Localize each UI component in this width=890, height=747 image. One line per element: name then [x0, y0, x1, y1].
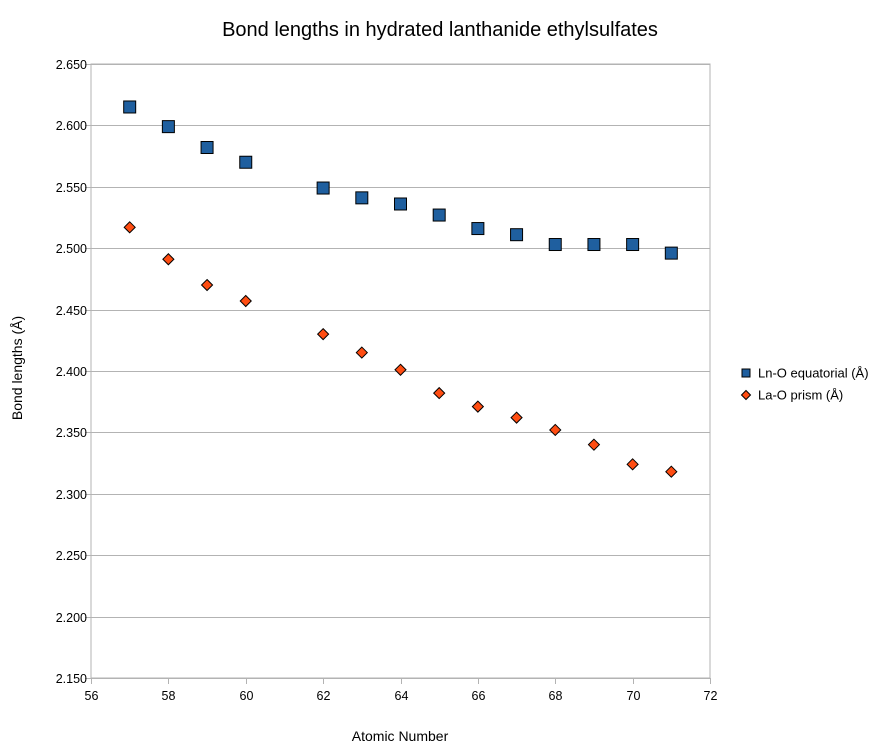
data-point [123, 221, 136, 234]
x-axis-title: Atomic Number [352, 728, 449, 742]
data-point [432, 386, 446, 400]
series-2 [123, 221, 678, 478]
y-tick-label: 2.250 [56, 549, 87, 563]
ticks-layer: 2.150 2.200 2.250 2.300 2.350 2.400 2.450 2.500… [56, 58, 718, 703]
data-point [161, 120, 175, 134]
data-point [123, 100, 137, 114]
x-tick-label: 66 [472, 689, 486, 703]
legend: Ln-O equatorial (Å) La-O prism (Å) [740, 366, 869, 403]
y-tick-label: 2.650 [56, 58, 87, 72]
series-1 [123, 100, 678, 260]
legend-marker [740, 389, 752, 401]
legend-label: Ln-O equatorial (Å) [758, 366, 869, 381]
data-point [316, 327, 330, 341]
y-tick-label: 2.450 [56, 304, 87, 318]
x-tick-label: 60 [240, 689, 254, 703]
data-point [549, 423, 562, 437]
y-tick-label: 2.500 [56, 242, 87, 256]
x-tick-label: 70 [627, 689, 641, 703]
data-point [200, 278, 214, 292]
data-point [355, 346, 369, 359]
data-point [316, 181, 330, 195]
chart-title: Bond lengths in hydrated lanthanide ethy… [222, 19, 658, 41]
legend-item: La-O prism (Å) [740, 388, 843, 403]
data-point [239, 294, 252, 308]
data-point [200, 141, 214, 155]
data-point [510, 411, 523, 424]
legend-label: La-O prism (Å) [758, 388, 843, 403]
data-point [664, 246, 678, 260]
data-point [548, 238, 562, 252]
data-point [587, 238, 601, 252]
y-tick-label: 2.600 [56, 119, 87, 133]
legend-item: Ln-O equatorial (Å) [741, 366, 869, 381]
x-tick-label: 56 [85, 689, 99, 703]
data-point [587, 438, 601, 451]
data-point [626, 458, 639, 471]
data-point [394, 363, 407, 376]
y-tick-label: 2.350 [56, 426, 87, 440]
data-point [471, 222, 485, 236]
x-tick-label: 68 [549, 689, 563, 703]
x-tick-label: 62 [317, 689, 331, 703]
series-layer [123, 100, 678, 478]
data-point [162, 253, 175, 266]
data-point [665, 465, 678, 478]
y-tick-label: 2.300 [56, 488, 87, 502]
legend-marker [741, 368, 751, 378]
y-tick-label: 2.550 [56, 181, 87, 195]
data-point [239, 155, 253, 169]
data-point [510, 228, 524, 242]
y-tick-label: 2.400 [56, 365, 87, 379]
data-point [471, 400, 485, 413]
y-tick-label: 2.200 [56, 611, 87, 625]
y-tick-label: 2.150 [56, 672, 87, 686]
data-point [432, 208, 446, 222]
data-point [355, 191, 369, 205]
x-tick-label: 72 [704, 689, 718, 703]
data-point [626, 238, 640, 252]
x-tick-label: 64 [395, 689, 409, 703]
y-axis-title: Bond lengths (Å) [9, 316, 25, 420]
data-point [394, 197, 407, 211]
x-tick-label: 58 [162, 689, 176, 703]
